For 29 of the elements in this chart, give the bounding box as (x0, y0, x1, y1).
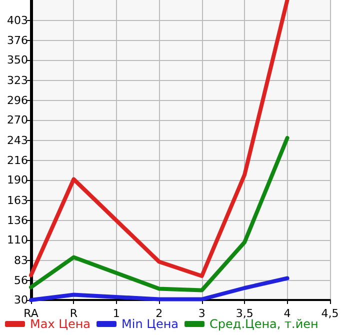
line-series (29, 136, 290, 292)
y-tick-label: 350 (7, 54, 28, 66)
x-tick-label: 2 (156, 307, 163, 320)
legend-label: Сред.Цена, т.йен (210, 317, 318, 331)
x-tick-label: 1 (112, 307, 120, 320)
y-tick-label: 136 (7, 214, 28, 227)
y-tick-label: 83 (14, 254, 28, 267)
y-tick-label: 243 (7, 134, 28, 147)
y-tick-label: 190 (7, 174, 28, 186)
legend-label: Min Цена (122, 317, 179, 331)
line-series (29, 0, 290, 278)
x-tick-label: R (70, 307, 78, 320)
x-tick-label: 4,5 (321, 307, 339, 320)
y-tick-label: 216 (7, 154, 28, 167)
x-tick-label: RA (24, 307, 39, 320)
x-tick-label: 4 (284, 307, 291, 320)
legend-label: Max Цена (30, 317, 91, 331)
y-tick-label: 56 (14, 274, 28, 287)
y-tick-label: 110 (7, 234, 28, 246)
y-tick-label: 296 (7, 94, 28, 107)
x-tick-label: 3 (198, 307, 206, 320)
y-tick-label: 30 (14, 294, 28, 306)
line-series (29, 276, 290, 302)
y-tick-label: 323 (7, 74, 28, 87)
x-tick-label: 3,5 (236, 307, 254, 320)
y-tick-label: 403 (7, 14, 28, 27)
y-tick-label: 270 (7, 114, 28, 126)
y-tick-label: 163 (7, 194, 28, 207)
y-tick-label: 376 (7, 34, 28, 47)
